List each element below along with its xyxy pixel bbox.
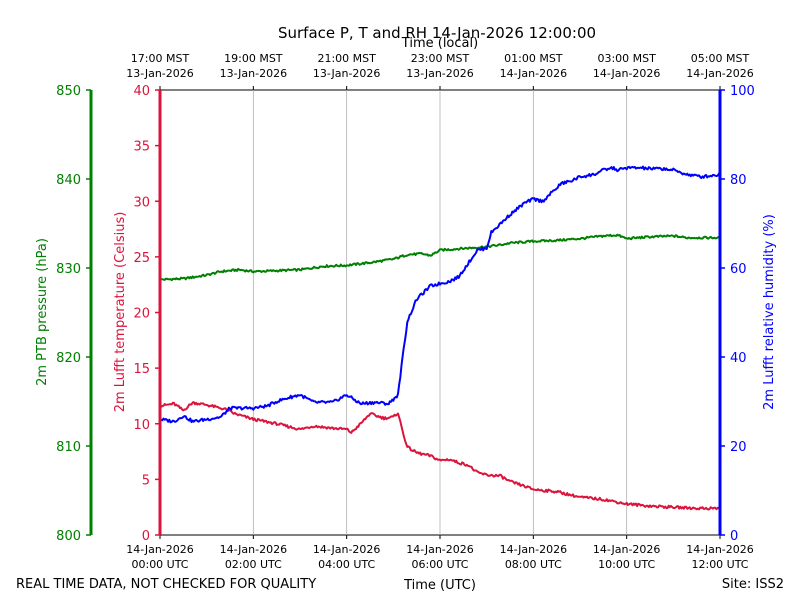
x-tick-label-utc-date: 14-Jan-2026 (406, 543, 474, 556)
x-tick-label-utc-date: 14-Jan-2026 (126, 543, 194, 556)
humidity-tick-label: 40 (730, 351, 747, 366)
temperature-tick-label: 15 (133, 362, 150, 377)
x-tick-label-local-time: 23:00 MST (411, 52, 470, 65)
x-tick-label-local-date: 13-Jan-2026 (313, 67, 381, 80)
humidity-series-line (159, 165, 721, 424)
humidity-tick-label: 80 (730, 173, 747, 188)
x-tick-label-local-date: 14-Jan-2026 (686, 67, 754, 80)
x-tick-label-utc-time: 10:00 UTC (598, 558, 655, 571)
temperature-tick-label: 40 (133, 84, 150, 99)
temperature-axis-label: 2m Lufft temperature (Celsius) (113, 212, 128, 413)
humidity-tick-label: 100 (730, 84, 755, 99)
temperature-tick-label: 35 (133, 140, 150, 155)
footer-quality-note: REAL TIME DATA, NOT CHECKED FOR QUALITY (16, 577, 316, 592)
temperature-tick-label: 5 (142, 473, 150, 488)
x-tick-label-local-time: 01:00 MST (504, 52, 563, 65)
tick-labels: 14-Jan-2026 00:00 UTC 14-Jan-2026 02:00 UTC… (56, 52, 755, 571)
humidity-tick-label: 0 (730, 529, 738, 544)
footer-site: Site: ISS2 (722, 577, 784, 592)
humidity-axis-label: 2m Lufft relative humidity (%) (762, 214, 777, 410)
x-tick-label-utc-date: 14-Jan-2026 (313, 543, 381, 556)
x-tick-label-utc-time: 00:00 UTC (131, 558, 188, 571)
temperature-series-line (159, 401, 721, 511)
pressure-tick-label: 850 (56, 84, 81, 99)
pressure-series-line (159, 233, 721, 282)
temperature-tick-label: 0 (142, 529, 150, 544)
humidity-tick-label: 60 (730, 262, 747, 277)
x-tick-label-local-date: 14-Jan-2026 (500, 67, 568, 80)
x-tick-label-utc-time: 12:00 UTC (691, 558, 748, 571)
x-tick-label-utc-time: 04:00 UTC (318, 558, 375, 571)
x-tick-label-utc-date: 14-Jan-2026 (593, 543, 661, 556)
x-tick-label-utc-time: 08:00 UTC (505, 558, 562, 571)
pressure-tick-label: 830 (56, 262, 81, 277)
x-tick-label-local-time: 19:00 MST (224, 52, 283, 65)
x-tick-label-local-time: 03:00 MST (597, 52, 656, 65)
x-tick-label-utc-date: 14-Jan-2026 (220, 543, 288, 556)
x-tick-label-local-date: 14-Jan-2026 (593, 67, 661, 80)
chart-title: Surface P, T and RH 14-Jan-2026 12:00:00 (278, 24, 596, 42)
pressure-tick-label: 820 (56, 351, 81, 366)
x-tick-label-local-time: 05:00 MST (691, 52, 750, 65)
x-axis-label: Time (UTC) (403, 578, 476, 593)
x-tick-label-local-date: 13-Jan-2026 (126, 67, 194, 80)
x-tick-label-local-date: 13-Jan-2026 (406, 67, 474, 80)
humidity-tick-label: 20 (730, 440, 747, 455)
x-tick-label-utc-date: 14-Jan-2026 (500, 543, 568, 556)
grid-lines (252, 90, 628, 535)
x-tick-label-utc-date: 14-Jan-2026 (686, 543, 754, 556)
temperature-tick-label: 25 (133, 251, 150, 266)
temperature-tick-label: 20 (133, 307, 150, 322)
x-tick-label-local-time: 17:00 MST (131, 52, 190, 65)
pressure-tick-label: 810 (56, 440, 81, 455)
temperature-tick-label: 10 (133, 418, 150, 433)
pressure-tick-label: 800 (56, 529, 81, 544)
temperature-tick-label: 30 (133, 195, 150, 210)
pressure-axis-label: 2m PTB pressure (hPa) (35, 238, 50, 386)
x-tick-label-local-time: 21:00 MST (317, 52, 376, 65)
x-tick-label-utc-time: 06:00 UTC (411, 558, 468, 571)
x-tick-label-utc-time: 02:00 UTC (225, 558, 282, 571)
series-layer (159, 165, 721, 511)
pressure-tick-label: 840 (56, 173, 81, 188)
top-axis-label: Time (local) (401, 36, 478, 51)
x-tick-label-local-date: 13-Jan-2026 (220, 67, 288, 80)
